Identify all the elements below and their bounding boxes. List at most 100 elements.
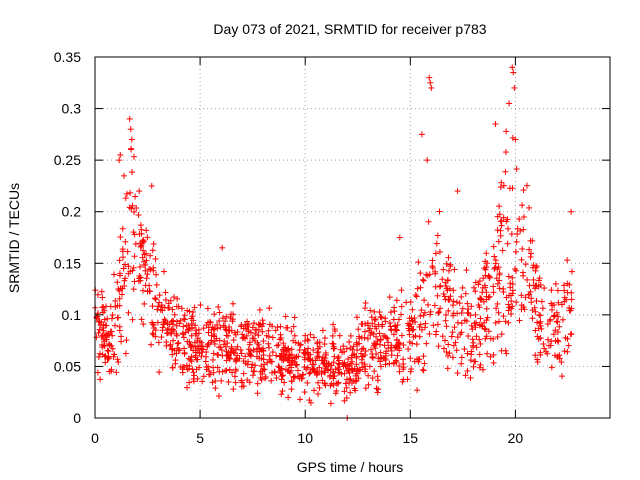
data-point [371,340,378,347]
data-point [187,344,194,351]
data-point [544,321,551,328]
data-point [362,385,369,392]
data-point [518,302,525,309]
data-point [304,356,311,363]
data-point [223,313,230,320]
data-point [520,187,527,194]
data-point [122,275,129,282]
data-point [225,378,232,385]
data-point [552,327,559,334]
x-tick-label: 10 [297,430,313,446]
data-point [115,314,122,321]
data-point [198,339,205,346]
data-point [199,349,206,356]
data-point [137,243,144,250]
data-point [514,225,521,232]
data-point [295,353,302,360]
data-point [143,257,150,264]
data-point [147,252,154,259]
data-point [233,356,240,363]
data-point [230,337,237,344]
data-point [127,126,134,133]
data-point [256,321,263,328]
data-point [467,312,474,319]
data-point [135,211,142,218]
data-point [265,340,272,347]
data-point [117,233,124,240]
data-point [116,302,123,309]
data-point [356,333,363,340]
data-point [449,354,456,361]
data-point [443,311,450,318]
data-point [168,346,175,353]
data-point [194,356,201,363]
data-point [530,262,537,269]
data-point [220,322,227,329]
data-point [143,250,150,257]
data-point [249,335,256,342]
y-tick-label: 0.05 [54,358,81,374]
data-point [394,352,401,359]
data-point [273,352,280,359]
data-point [96,350,103,357]
data-point [417,321,424,328]
data-point [218,347,225,354]
data-point [149,319,156,326]
data-point [277,366,284,373]
data-point [168,326,175,333]
data-point [526,246,533,253]
data-point [121,172,128,179]
data-point [551,301,558,308]
data-point [477,361,484,368]
data-point [179,369,186,376]
data-point [491,253,498,260]
data-point [546,317,553,324]
x-tick-labels: 0 5 10 15 20 [91,430,523,446]
data-point [427,308,434,315]
data-point [171,327,178,334]
data-point [350,343,357,350]
data-point [149,330,156,337]
data-point [500,313,507,320]
data-point [189,313,196,320]
data-point [269,323,276,330]
data-point [342,380,349,387]
data-point [413,293,420,300]
data-point [533,297,540,304]
data-point [118,333,125,340]
data-point [106,341,113,348]
data-point [421,309,428,316]
data-point [426,74,433,81]
data-point [94,291,101,298]
data-point [442,279,449,286]
data-point [282,366,289,373]
data-point [490,283,497,290]
data-point [158,334,165,341]
x-tick-label: 20 [508,430,524,446]
data-point [541,285,548,292]
data-point [343,384,350,391]
data-point [386,294,393,301]
data-point [440,266,447,273]
data-point [371,308,378,315]
data-point [321,335,328,342]
data-point [468,351,475,358]
data-point [513,166,520,173]
data-point [103,322,110,329]
y-tick-label: 0.2 [62,204,82,220]
data-point [211,333,218,340]
data-point [498,222,505,229]
data-point [119,225,126,232]
data-point [152,295,159,302]
data-point [568,208,575,215]
data-point [354,370,361,377]
data-point [377,363,384,370]
data-point [377,349,384,356]
data-point [239,335,246,342]
data-point [561,348,568,355]
data-point [104,356,111,363]
data-point [321,341,328,348]
data-point [165,325,172,332]
data-point [355,375,362,382]
data-point [163,330,170,337]
